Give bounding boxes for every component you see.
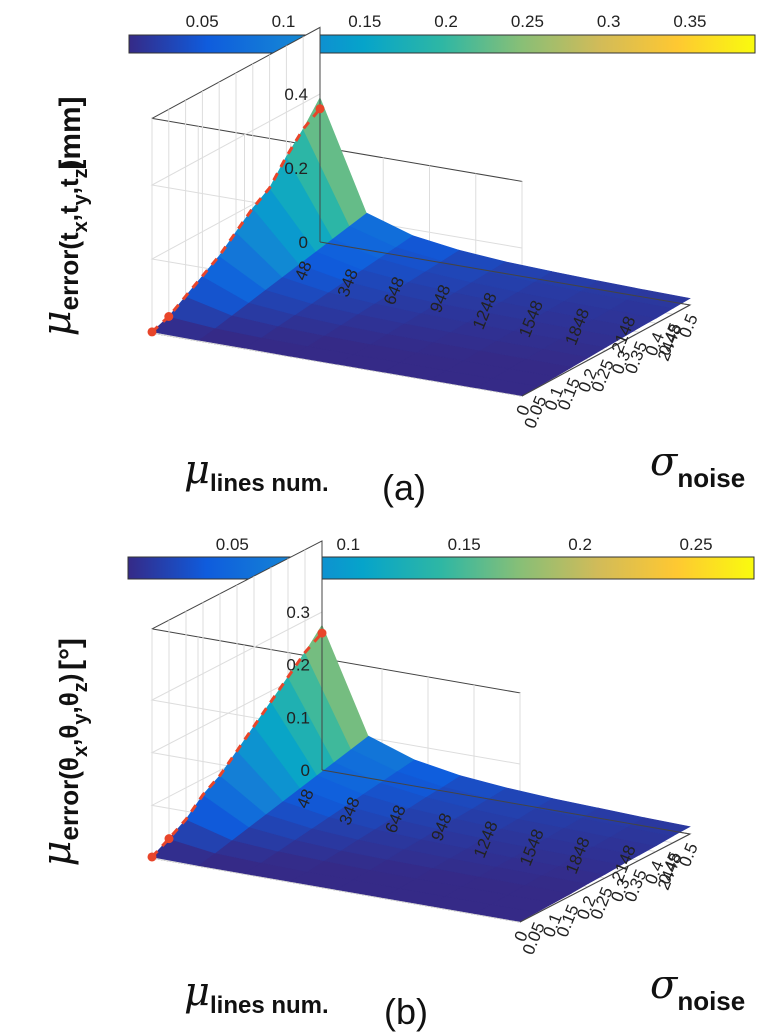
colorbar-tick-label: 0.35 bbox=[673, 12, 706, 31]
z-tick-labels-b: 0 0.1 0.2 0.3 bbox=[286, 603, 310, 780]
svg-text:[°]: [°] bbox=[54, 638, 87, 670]
surface-patch bbox=[304, 624, 369, 750]
colorbar-tick-label: 0.05 bbox=[216, 535, 249, 554]
z-tick-label: 0.2 bbox=[284, 159, 308, 178]
y-axis-label-b: σnoise bbox=[650, 962, 745, 1016]
z-tick-label: 0 bbox=[301, 761, 310, 780]
marked-point bbox=[164, 312, 174, 321]
z-axis-unit-a: [mm] bbox=[54, 96, 87, 169]
panel-label-b: (b) bbox=[384, 991, 428, 1032]
colorbar-tick-label: 0.15 bbox=[348, 12, 381, 31]
colorbar-tick-label: 0.25 bbox=[511, 12, 544, 31]
svg-text:μerror(tx,ty,tz): μerror(tx,ty,tz) bbox=[34, 160, 92, 337]
axes-front-b bbox=[321, 540, 691, 923]
marked-point bbox=[315, 104, 325, 114]
colorbar-ticks-a: 0.05 0.1 0.15 0.2 0.25 0.3 0.35 bbox=[186, 12, 707, 31]
marked-line-b bbox=[147, 628, 327, 862]
svg-text:μerror(θx,θy,θz): μerror(θx,θy,θz) bbox=[34, 674, 92, 867]
z-tick-label: 0 bbox=[299, 233, 308, 252]
z-axis-label-a: μerror(tx,ty,tz) bbox=[34, 160, 92, 337]
marked-point bbox=[317, 628, 327, 638]
colorbar-b bbox=[127, 556, 755, 580]
panel-label-a: (a) bbox=[382, 467, 426, 508]
x-axis-label-b: μlines num. bbox=[184, 969, 329, 1019]
marked-point bbox=[164, 834, 174, 844]
marked-line-path bbox=[150, 632, 324, 858]
colorbar-tick-label: 0.1 bbox=[272, 12, 296, 31]
colorbar-tick-label: 0.2 bbox=[434, 12, 458, 31]
chart-panel-a: 0.05 0.1 0.15 0.2 0.25 0.3 0.35 48 348 648 948 124… bbox=[34, 12, 756, 508]
x-axis-label-a: μlines num. bbox=[184, 447, 329, 497]
surface-a bbox=[151, 96, 691, 396]
colorbar-ticks-b: 0.05 0.1 0.15 0.2 0.25 bbox=[216, 535, 713, 554]
colorbar-tick-label: 0.25 bbox=[679, 535, 712, 554]
z-tick-label: 0.3 bbox=[286, 603, 310, 622]
colorbar-tick-label: 0.1 bbox=[336, 535, 360, 554]
z-tick-label: 0.1 bbox=[286, 708, 310, 727]
marked-line-path bbox=[150, 107, 322, 333]
colorbar-tick-label: 0.3 bbox=[597, 12, 621, 31]
chart-panel-b: 0.05 0.1 0.15 0.2 0.25 48 348 648 948 1248 1548 18… bbox=[34, 535, 755, 1032]
axes-front-a bbox=[319, 27, 691, 397]
surface-patch bbox=[302, 96, 367, 227]
colorbar-tick-label: 0.15 bbox=[448, 535, 481, 554]
colorbar-tick-label: 0.2 bbox=[568, 535, 592, 554]
marked-point bbox=[147, 852, 157, 862]
z-tick-label: 0.2 bbox=[286, 656, 310, 675]
svg-text:[mm]: [mm] bbox=[54, 96, 87, 169]
marked-point bbox=[147, 327, 157, 337]
colorbar-tick-label: 0.05 bbox=[186, 12, 219, 31]
marked-line-a bbox=[147, 104, 325, 337]
z-tick-label: 0.4 bbox=[284, 85, 308, 104]
colorbar-a bbox=[128, 34, 756, 54]
z-axis-label-b: μerror(θx,θy,θz) bbox=[34, 674, 92, 867]
surface-b bbox=[151, 624, 691, 922]
z-tick-labels-a: 0 0.2 0.4 bbox=[284, 85, 308, 252]
y-axis-label-a: σnoise bbox=[650, 439, 745, 493]
z-axis-unit-b: [°] bbox=[54, 638, 87, 670]
